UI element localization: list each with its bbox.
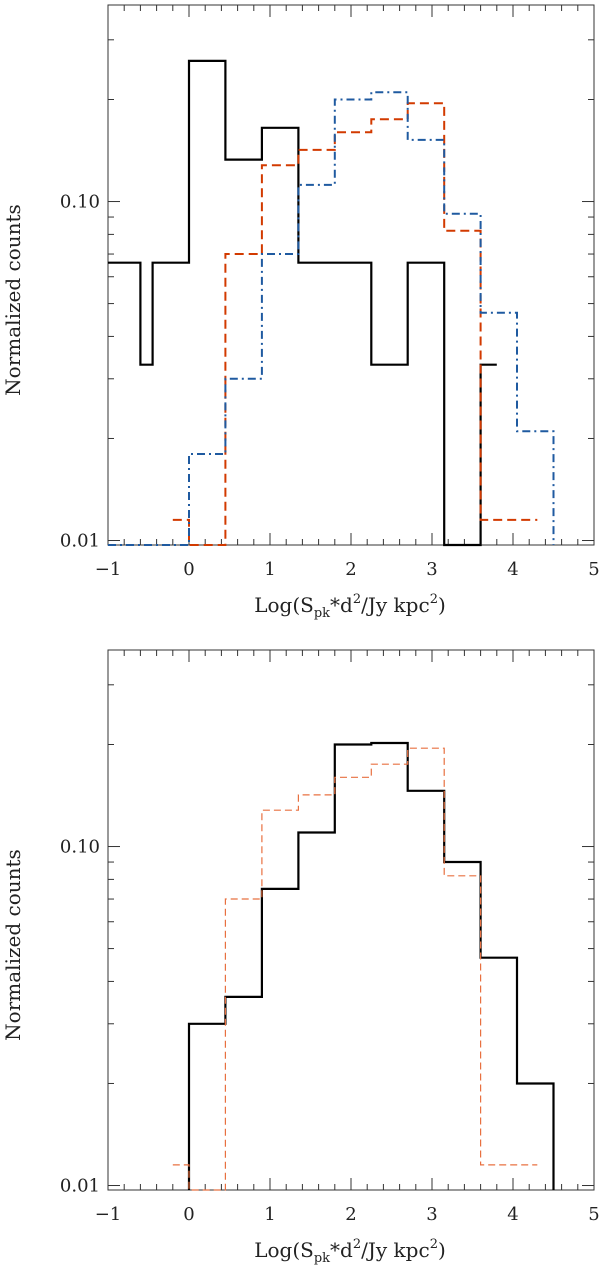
- bottom-ticks: [107, 650, 595, 1190]
- top-series-group: [108, 59, 555, 547]
- top-y-tick-labels: 0.01 0.10: [60, 192, 100, 552]
- y-tick-label: 0.10: [60, 837, 100, 858]
- bottom-panel: −1 0 1 2 3 4 5 0.01 0.10 Log(Spk*d2/Jy kpc2) No…: [1, 649, 600, 1266]
- series-dash-dot: [108, 91, 555, 546]
- x-tick-label: 4: [507, 559, 518, 580]
- top-ticks: [107, 5, 595, 545]
- y-tick-label: 0.01: [60, 1176, 100, 1197]
- x-tick-label: 0: [183, 559, 194, 580]
- x-tick-label: 5: [588, 559, 599, 580]
- top-y-axis-label: Normalized counts: [1, 204, 25, 396]
- bottom-x-axis-label: Log(Spk*d2/Jy kpc2): [254, 1237, 446, 1266]
- x-tick-label: −1: [95, 1204, 122, 1225]
- bottom-x-tick-labels: −1 0 1 2 3 4 5: [95, 1204, 600, 1225]
- x-tick-label: 0: [183, 1204, 194, 1225]
- x-tick-label: 2: [345, 559, 356, 580]
- y-tick-label: 0.01: [60, 531, 100, 552]
- series-dashed: [172, 747, 538, 1191]
- x-tick-label: −1: [95, 559, 122, 580]
- series-dashed: [172, 102, 538, 546]
- top-plot-frame: [107, 4, 595, 546]
- top-x-tick-labels: −1 0 1 2 3 4 5: [95, 559, 600, 580]
- bottom-y-tick-labels: 0.01 0.10: [60, 837, 100, 1197]
- x-tick-label: 5: [588, 1204, 599, 1225]
- x-tick-label: 3: [426, 1204, 437, 1225]
- bottom-y-axis-label: Normalized counts: [1, 849, 25, 1041]
- top-panel: −1 0 1 2 3 4 5 0.01 0.10 Log(Spk*d2/Jy kpc2) No…: [1, 4, 600, 621]
- x-tick-label: 3: [426, 559, 437, 580]
- series-solid: [187, 741, 555, 1190]
- x-tick-label: 1: [264, 1204, 275, 1225]
- bottom-series-group: [172, 741, 555, 1191]
- x-tick-label: 2: [345, 1204, 356, 1225]
- x-tick-label: 1: [264, 559, 275, 580]
- bottom-plot-frame: [107, 649, 595, 1191]
- y-tick-label: 0.10: [60, 192, 100, 213]
- x-tick-label: 4: [507, 1204, 518, 1225]
- series-solid: [108, 59, 497, 547]
- top-x-axis-label: Log(Spk*d2/Jy kpc2): [254, 592, 446, 621]
